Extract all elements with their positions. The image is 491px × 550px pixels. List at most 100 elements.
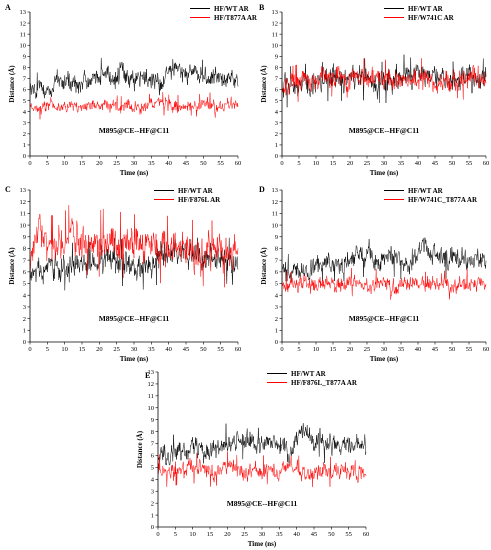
y-tick-label: 7 <box>275 257 279 264</box>
series-wt-line <box>157 422 367 466</box>
y-axis-title: Distance (Å) <box>8 247 16 285</box>
y-axis-title: Distance (Å) <box>260 65 268 103</box>
y-tick-label: 12 <box>272 20 279 27</box>
y-tick-label: 9 <box>275 54 278 61</box>
y-tick-label: 4 <box>23 109 27 116</box>
x-tick-label: 30 <box>131 346 138 353</box>
x-axis-title: Time (ns) <box>370 355 399 363</box>
panel-letter: E <box>145 371 150 380</box>
series-mutant-line <box>29 204 239 288</box>
x-tick-label: 55 <box>217 346 224 353</box>
x-tick-label: 0 <box>280 346 283 353</box>
y-tick-label: 0 <box>23 153 26 160</box>
legend-label-mutant: HF/F876L_T877A AR <box>291 379 358 387</box>
x-tick-label: 20 <box>96 160 103 167</box>
x-tick-label: 55 <box>466 160 473 167</box>
y-tick-label: 10 <box>20 222 27 229</box>
panel-letter: C <box>5 185 11 194</box>
x-tick-label: 5 <box>46 346 49 353</box>
y-tick-label: 0 <box>275 339 278 346</box>
legend-label-wt: HF/WT AR <box>214 5 250 13</box>
x-tick-label: 20 <box>224 531 231 538</box>
x-tick-label: 45 <box>183 346 190 353</box>
x-tick-label: 25 <box>113 346 120 353</box>
legend-label-mutant: HF/W741C_T877A AR <box>408 196 478 204</box>
y-tick-label: 5 <box>23 98 26 105</box>
x-axis-title: Time (ns) <box>370 169 399 177</box>
x-axis-title: Time (ns) <box>120 355 149 363</box>
y-tick-label: 7 <box>151 441 155 448</box>
y-tick-label: 5 <box>275 281 278 288</box>
x-tick-label: 0 <box>280 160 283 167</box>
y-tick-label: 3 <box>23 120 26 127</box>
y-tick-label: 1 <box>23 142 26 149</box>
legend-label-wt: HF/WT AR <box>408 187 444 195</box>
y-tick-label: 11 <box>272 31 278 38</box>
x-tick-label: 25 <box>113 160 120 167</box>
y-tick-label: 2 <box>275 316 278 323</box>
y-tick-label: 10 <box>272 222 279 229</box>
x-tick-label: 40 <box>293 531 300 538</box>
atom-pair-annotation: M895@CE--HF@C11 <box>227 499 298 508</box>
y-tick-label: 11 <box>148 393 154 400</box>
x-tick-label: 15 <box>330 346 337 353</box>
x-tick-label: 10 <box>189 531 196 538</box>
y-tick-label: 6 <box>23 87 27 94</box>
y-tick-label: 1 <box>151 512 154 519</box>
y-tick-label: 3 <box>275 120 278 127</box>
panel-d: D0 5 10 15 20 25 30 35 40 45 50 55 60012345678910111… <box>259 185 489 363</box>
atom-pair-annotation: M895@CE--HF@C11 <box>349 126 420 135</box>
x-tick-label: 60 <box>483 346 490 353</box>
legend-label-wt: HF/WT AR <box>291 370 327 378</box>
x-tick-label: 55 <box>345 531 352 538</box>
y-tick-label: 12 <box>148 381 155 388</box>
y-axis-title: Distance (Å) <box>260 247 268 285</box>
x-tick-label: 40 <box>415 160 422 167</box>
panel-letter: B <box>259 3 265 12</box>
y-tick-label: 6 <box>23 269 27 276</box>
y-tick-label: 8 <box>151 429 154 436</box>
series-mutant-line <box>157 451 367 488</box>
y-tick-label: 3 <box>23 304 26 311</box>
panel-e: E0 5 10 15 20 25 30 35 40 45 50 55 60012345678910111… <box>136 369 369 548</box>
x-tick-label: 15 <box>79 160 86 167</box>
x-tick-label: 60 <box>235 346 242 353</box>
y-tick-label: 1 <box>275 328 278 335</box>
x-axis-title: Time (ns) <box>248 540 277 548</box>
series-mutant-line <box>281 267 487 300</box>
y-tick-label: 0 <box>275 153 278 160</box>
x-tick-label: 15 <box>330 160 337 167</box>
x-tick-label: 35 <box>148 346 155 353</box>
y-tick-label: 5 <box>23 281 26 288</box>
y-tick-label: 13 <box>20 9 27 16</box>
legend-label-wt: HF/WT AR <box>178 187 214 195</box>
y-tick-label: 6 <box>275 87 279 94</box>
x-axis-title: Time (ns) <box>120 169 149 177</box>
panel-a: A0 5 10 15 20 25 30 35 40 45 50 55 60012345678910111… <box>5 3 258 177</box>
x-tick-label: 60 <box>483 160 490 167</box>
x-tick-label: 10 <box>313 160 320 167</box>
x-tick-label: 10 <box>61 346 68 353</box>
y-tick-label: 7 <box>23 76 27 83</box>
x-tick-label: 35 <box>398 160 405 167</box>
atom-pair-annotation: M895@CE--HF@C11 <box>349 314 420 323</box>
y-tick-label: 2 <box>275 131 278 138</box>
y-tick-label: 7 <box>23 257 27 264</box>
y-tick-label: 4 <box>23 292 27 299</box>
y-tick-label: 4 <box>151 477 155 484</box>
x-tick-label: 35 <box>276 531 283 538</box>
x-tick-label: 15 <box>207 531 214 538</box>
x-tick-label: 15 <box>79 346 86 353</box>
x-tick-label: 20 <box>96 346 103 353</box>
x-tick-label: 20 <box>347 160 354 167</box>
x-tick-label: 25 <box>364 160 371 167</box>
atom-pair-annotation: M895@CE--HF@C11 <box>99 314 170 323</box>
series-wt-line <box>29 57 239 99</box>
y-tick-label: 8 <box>275 65 278 72</box>
x-tick-label: 10 <box>313 346 320 353</box>
x-tick-label: 45 <box>432 160 439 167</box>
x-tick-label: 25 <box>241 531 248 538</box>
y-tick-label: 7 <box>275 76 279 83</box>
y-tick-label: 2 <box>23 131 26 138</box>
x-tick-label: 30 <box>259 531 266 538</box>
